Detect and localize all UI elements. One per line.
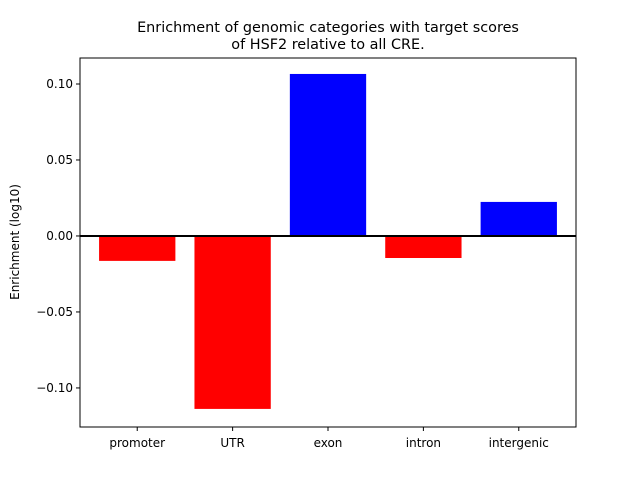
y-tick-label: 0.10: [46, 77, 73, 91]
x-tick-label: promoter: [109, 436, 165, 450]
y-tick-label: −0.10: [36, 381, 73, 395]
x-tick-label: UTR: [220, 436, 244, 450]
y-tick-label: −0.05: [36, 305, 73, 319]
axes-frame: [79, 57, 577, 428]
x-tick-label: exon: [314, 436, 343, 450]
y-ticks-group: −0.10 −0.05 0.00 0.05 0.10: [36, 77, 80, 395]
bar-UTR: [194, 235, 271, 409]
x-tick-label: intergenic: [489, 436, 549, 450]
y-axis-label: Enrichment (log10): [8, 184, 22, 300]
chart-title-line-2: of HSF2 relative to all CRE.: [231, 37, 424, 53]
bar-intron: [385, 235, 462, 259]
bar-exon: [289, 73, 367, 236]
x-tick-label: intron: [406, 436, 441, 450]
y-tick-label: 0.05: [46, 153, 73, 167]
bar-intergenic: [480, 201, 557, 236]
chart-title-line-1: Enrichment of genomic categories with ta…: [137, 20, 519, 36]
bar-promoter: [99, 235, 176, 261]
y-tick-label: 0.00: [46, 229, 73, 243]
bars-group: [99, 73, 557, 409]
x-ticks-group: promoter UTR exon intron intergenic: [109, 427, 549, 450]
